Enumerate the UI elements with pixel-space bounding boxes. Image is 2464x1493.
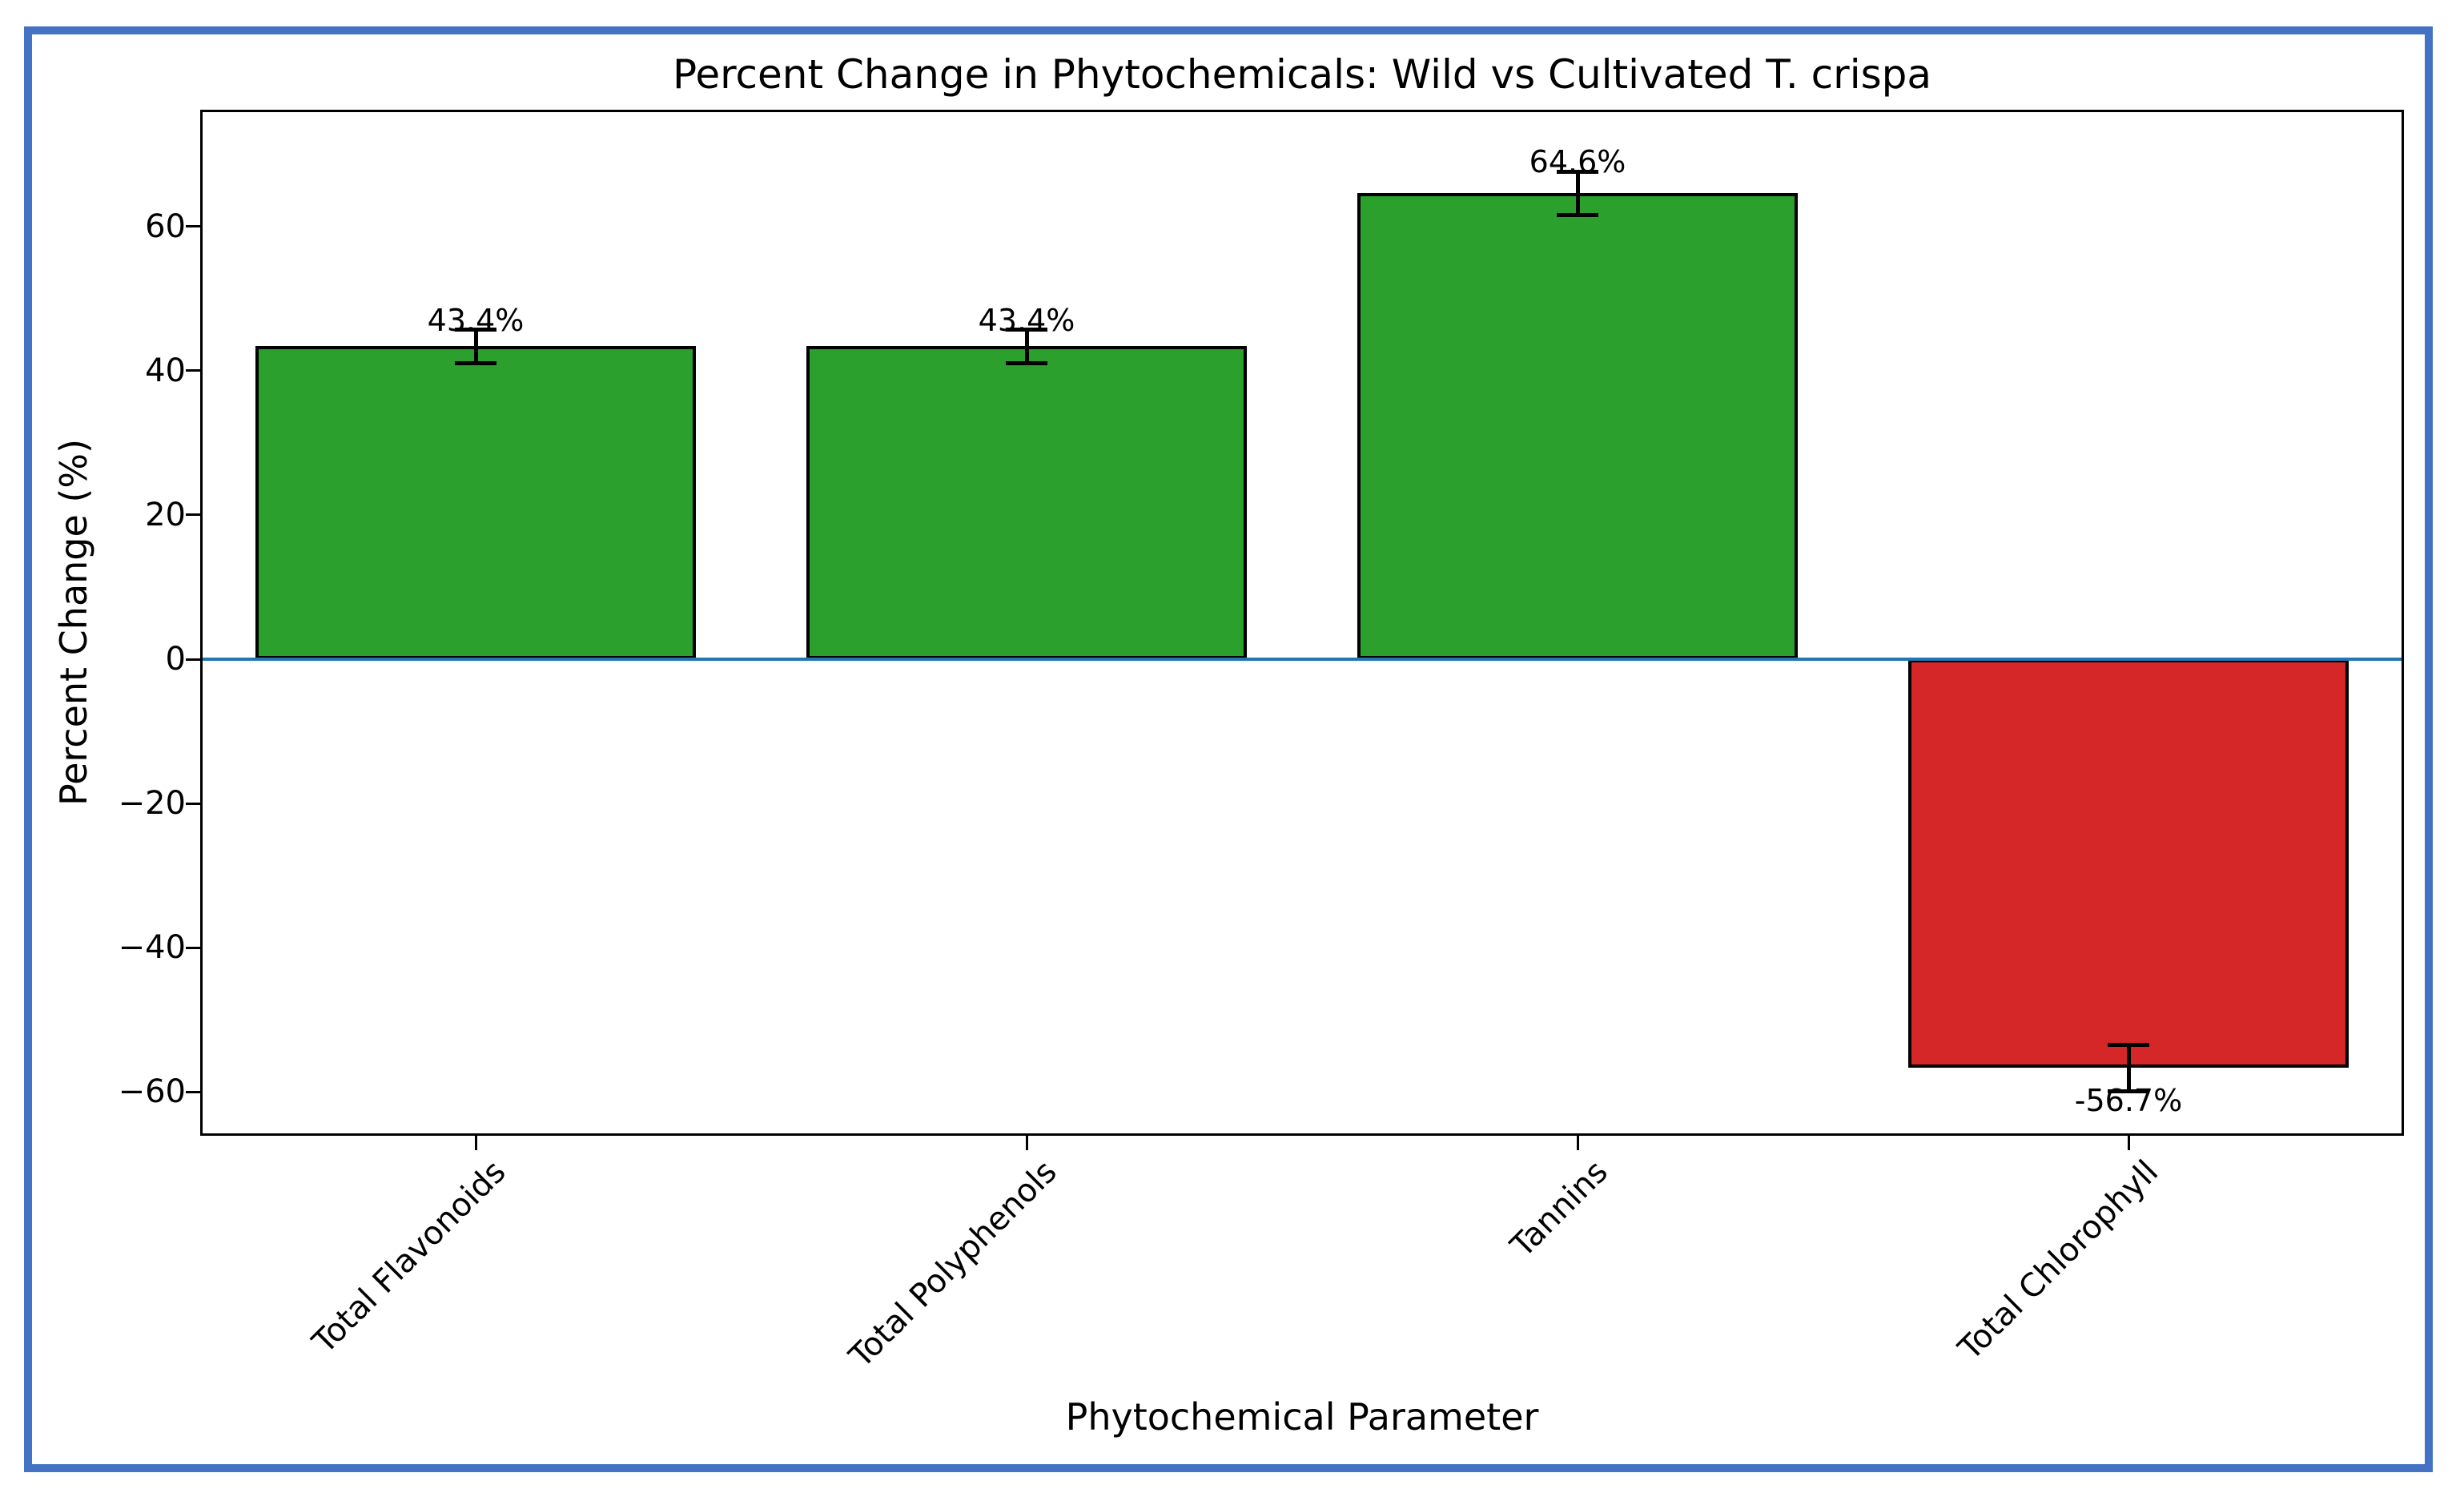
zero-line (203, 658, 2402, 661)
y-tick-label: −60 (118, 1073, 186, 1111)
y-tick-label: 40 (145, 352, 186, 389)
error-bar-cap (1557, 212, 1598, 217)
bar-3 (1357, 193, 1799, 659)
error-bar-stem (1024, 329, 1029, 363)
error-bar-cap (1006, 360, 1047, 365)
y-tick-label: 0 (165, 641, 186, 678)
error-bar-cap (2108, 1089, 2149, 1093)
y-tick-mark (186, 1090, 200, 1093)
x-tick-mark (1576, 1136, 1579, 1150)
error-bar-cap (2108, 1043, 2149, 1048)
y-tick-mark (186, 369, 200, 372)
y-tick-mark (186, 658, 200, 661)
error-bar-stem (2126, 1044, 2131, 1092)
bar-4 (1907, 659, 2349, 1068)
error-bar-cap (1557, 169, 1598, 174)
bar-value-label: 43.4% (427, 302, 525, 338)
y-tick-label: −20 (118, 785, 186, 822)
y-tick-mark (186, 802, 200, 805)
error-bar-cap (1006, 328, 1047, 332)
x-tick-mark (2127, 1136, 2130, 1150)
x-tick-mark (474, 1136, 477, 1150)
error-bar-stem (1575, 171, 1580, 215)
y-tick-label: 20 (145, 496, 186, 533)
error-bar-cap (455, 328, 496, 332)
bar-value-label: 64.6% (1529, 144, 1626, 180)
bar-1 (255, 346, 697, 659)
y-axis-label: Percent Change (%) (52, 438, 95, 807)
error-bar-stem (473, 329, 478, 363)
x-tick-mark (1025, 1136, 1028, 1150)
x-axis-label: Phytochemical Parameter (1065, 1395, 1539, 1439)
y-tick-mark (186, 946, 200, 949)
y-tick-label: −40 (118, 929, 186, 966)
error-bar-cap (455, 360, 496, 365)
plot-area (200, 110, 2404, 1136)
y-tick-mark (186, 225, 200, 228)
bar-value-label: 43.4% (978, 302, 1075, 338)
y-tick-mark (186, 513, 200, 517)
bar-value-label: -56.7% (2074, 1083, 2183, 1119)
y-tick-label: 60 (145, 207, 186, 245)
chart-title: Percent Change in Phytochemicals: Wild v… (672, 51, 1932, 98)
bar-2 (806, 346, 1248, 659)
